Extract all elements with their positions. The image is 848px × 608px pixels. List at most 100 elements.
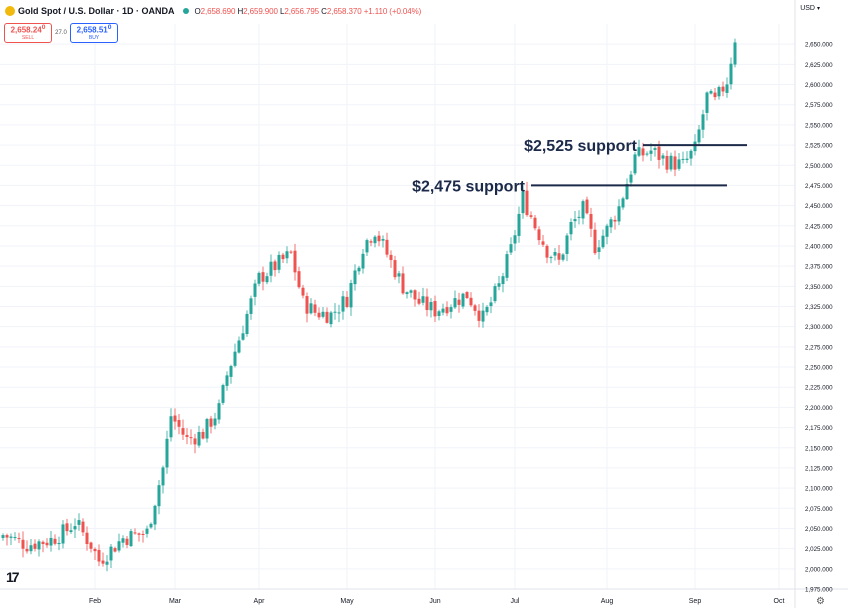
- candle: [565, 233, 569, 262]
- candle: [45, 538, 49, 548]
- candle: [129, 528, 133, 547]
- candle: [493, 283, 497, 304]
- trade-panel: 2,658.240 SELL 27.0 2,658.510 BUY: [4, 22, 118, 44]
- candle: [729, 57, 733, 90]
- candle: [461, 292, 465, 309]
- candle: [93, 547, 97, 560]
- candle: [189, 429, 193, 445]
- y-tick-label: 2,425.000: [805, 223, 833, 230]
- candle: [569, 218, 573, 241]
- candle: [445, 301, 449, 317]
- candle: [29, 539, 33, 555]
- candle: [37, 539, 41, 557]
- candle: [593, 222, 597, 256]
- candle: [201, 428, 205, 440]
- candle: [705, 91, 709, 121]
- candle: [637, 139, 641, 158]
- candle: [433, 295, 437, 322]
- candle: [689, 149, 693, 166]
- candle: [585, 196, 589, 215]
- y-tick-label: 2,525.000: [805, 143, 833, 150]
- close-value: 2,658.370: [326, 6, 362, 16]
- tradingview-logo-icon: 17: [6, 569, 20, 585]
- y-tick-label: 2,100.000: [805, 486, 833, 493]
- y-tick-label: 2,575.000: [805, 102, 833, 109]
- x-tick-label: Mar: [169, 598, 182, 605]
- candle: [605, 223, 609, 245]
- candle: [561, 253, 565, 262]
- candle: [413, 289, 417, 307]
- candle: [253, 279, 257, 306]
- candle: [117, 533, 121, 553]
- candle: [725, 77, 729, 98]
- candle: [521, 185, 525, 219]
- y-tick-label: 2,400.000: [805, 243, 833, 250]
- candle: [157, 479, 161, 515]
- y-tick-label: 2,150.000: [805, 445, 833, 452]
- symbol-title[interactable]: Gold Spot / U.S. Dollar · 1D · OANDA: [18, 6, 175, 16]
- y-tick-label: 2,200.000: [805, 405, 833, 412]
- candle: [717, 85, 721, 100]
- candle: [369, 239, 373, 247]
- candle: [721, 81, 725, 97]
- candle: [109, 543, 113, 568]
- candle: [397, 270, 401, 284]
- candle: [321, 307, 325, 319]
- candle: [261, 266, 265, 291]
- candle: [213, 412, 217, 430]
- candle: [41, 540, 45, 553]
- candle: [377, 231, 381, 247]
- sell-button[interactable]: 2,658.240 SELL: [4, 23, 52, 43]
- candle: [629, 170, 633, 187]
- candle: [297, 266, 301, 289]
- candle: [185, 428, 189, 445]
- candle: [125, 536, 129, 549]
- candle: [425, 288, 429, 317]
- candle: [317, 307, 321, 320]
- candle: [53, 534, 57, 546]
- candle: [309, 298, 313, 315]
- y-tick-label: 2,225.000: [805, 385, 833, 392]
- candle: [681, 151, 685, 164]
- candle: [177, 414, 181, 435]
- candle: [645, 151, 649, 157]
- candle: [381, 235, 385, 248]
- x-tick-label: Apr: [254, 598, 266, 605]
- candle: [85, 526, 89, 551]
- currency-selector[interactable]: USD ▾: [800, 5, 820, 12]
- candle: [545, 244, 549, 264]
- y-tick-label: 2,050.000: [805, 526, 833, 533]
- candle: [673, 150, 677, 177]
- candle: [373, 235, 377, 248]
- y-tick-label: 2,350.000: [805, 284, 833, 291]
- candle: [389, 250, 393, 268]
- gear-icon[interactable]: ⚙: [816, 596, 825, 607]
- candle: [133, 528, 137, 535]
- candle: [361, 249, 365, 274]
- candle: [505, 250, 509, 282]
- candle: [273, 259, 277, 277]
- currency-label: USD: [800, 5, 815, 12]
- candle: [241, 325, 245, 341]
- y-tick-label: 2,450.000: [805, 203, 833, 210]
- candle: [301, 284, 305, 299]
- ohlc-readout: O2,658.690 H2,659.900 L2,656.795 C2,658.…: [195, 7, 422, 16]
- candle: [437, 309, 441, 321]
- candle: [237, 336, 241, 354]
- candle: [509, 237, 513, 256]
- y-tick-label: 2,325.000: [805, 304, 833, 311]
- candle: [77, 513, 81, 531]
- high-label: H: [237, 6, 244, 16]
- y-tick-label: 2,550.000: [805, 122, 833, 129]
- candle: [277, 251, 281, 274]
- candle: [601, 229, 605, 249]
- candle: [217, 399, 221, 424]
- candle: [69, 523, 73, 534]
- symbol-header: Gold Spot / U.S. Dollar · 1D · OANDA O2,…: [0, 0, 848, 22]
- x-tick-label: Jun: [429, 598, 440, 605]
- candle: [617, 199, 621, 226]
- candle: [613, 215, 617, 230]
- low-value: 2,656.795: [284, 6, 320, 16]
- buy-button[interactable]: 2,658.510 BUY: [70, 23, 118, 43]
